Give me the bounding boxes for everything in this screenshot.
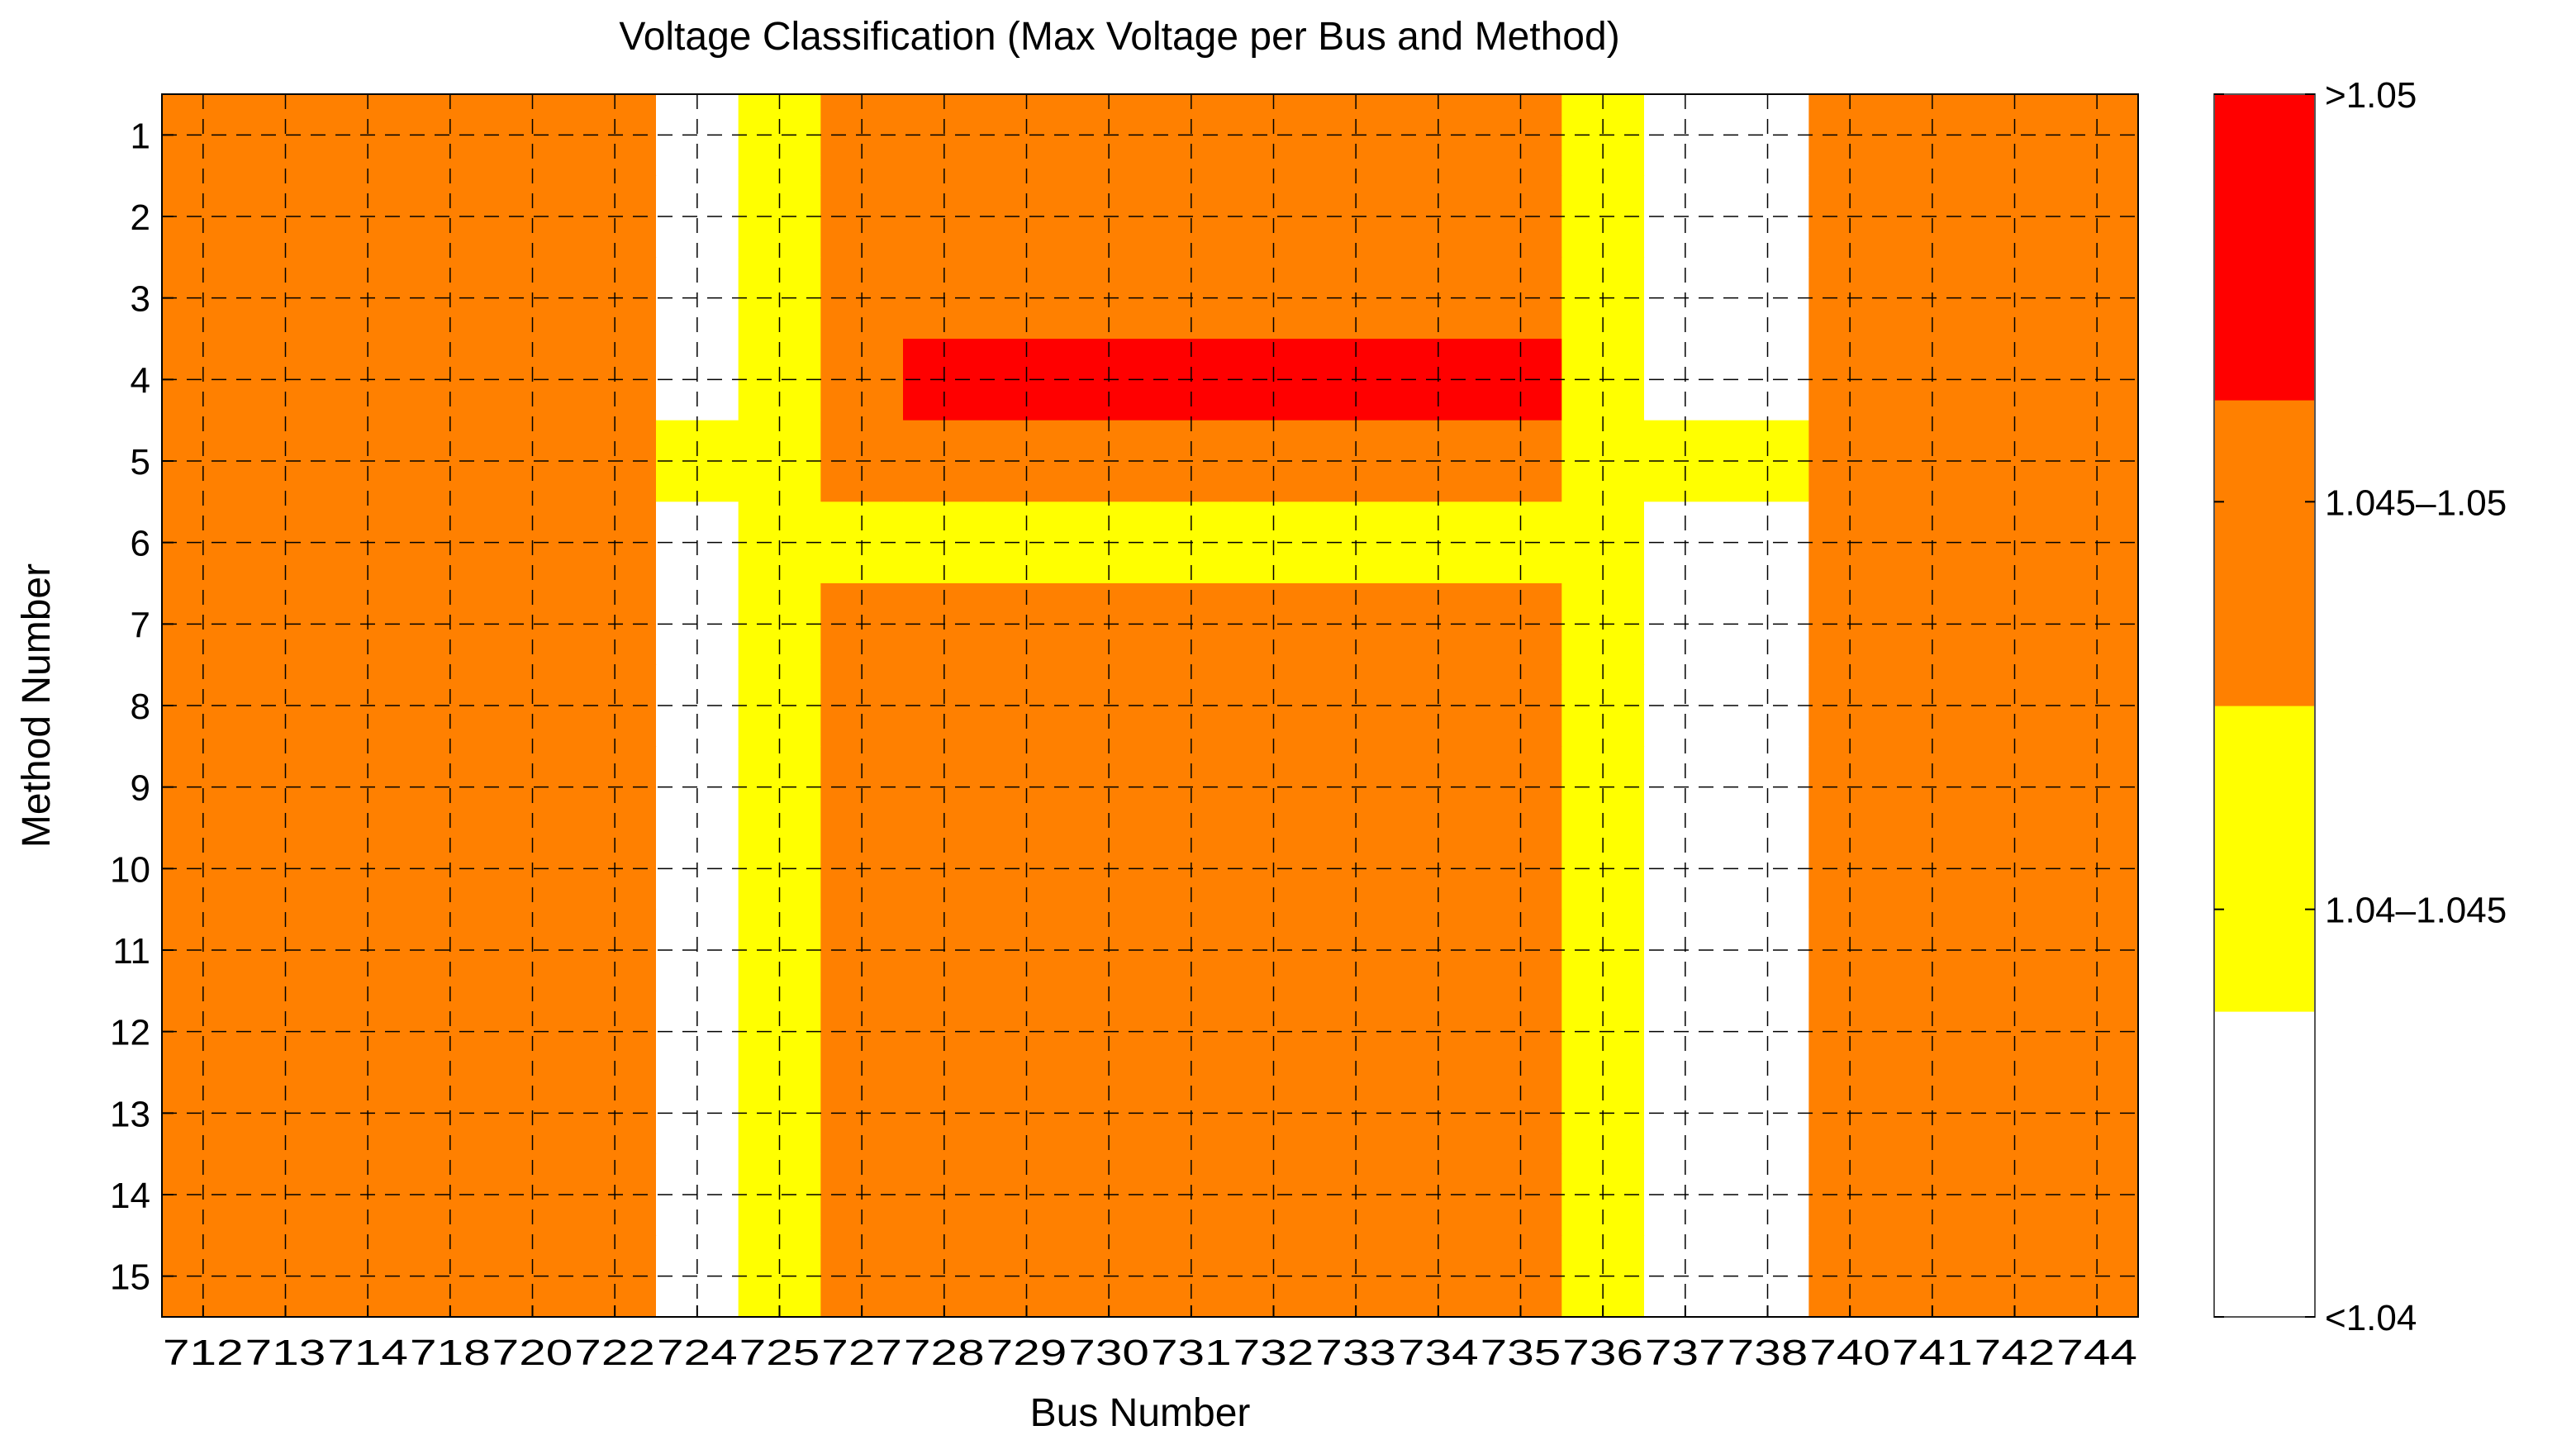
y-tick-label: 12 — [110, 1013, 150, 1053]
x-tick-label: 730 — [1068, 1333, 1149, 1373]
heatmap-cell-5-742 — [1973, 420, 2056, 502]
x-axis-label: Bus Number — [1030, 1391, 1251, 1435]
x-tick-label: 732 — [1233, 1333, 1314, 1373]
y-tick-label: 8 — [131, 687, 150, 727]
y-tick-label: 10 — [110, 849, 150, 890]
x-tick-label: 728 — [904, 1333, 985, 1373]
x-tick-label: 724 — [657, 1333, 738, 1373]
colorbar-tick-label: >1.05 — [2325, 75, 2417, 116]
heatmap-cell-5-738 — [1726, 420, 1809, 502]
x-tick-label: 718 — [410, 1333, 491, 1373]
x-tick-label: 722 — [574, 1333, 655, 1373]
x-tick-label: 720 — [492, 1333, 573, 1373]
colorbar-tick-label: 1.04–1.045 — [2325, 891, 2507, 931]
heatmap-cell-5-735 — [1479, 420, 1562, 502]
y-axis-label: Method Number — [15, 563, 59, 848]
colorbar-tick-label: 1.045–1.05 — [2325, 482, 2507, 523]
colorbar-segment-0 — [2214, 1011, 2315, 1318]
y-tick-label: 6 — [131, 524, 150, 564]
heatmap-cell-12-742 — [1973, 991, 2056, 1073]
x-tick-label: 731 — [1151, 1333, 1232, 1373]
x-tick-label: 727 — [821, 1333, 902, 1373]
y-tick-label: 1 — [131, 116, 150, 156]
y-tick-label: 5 — [131, 442, 150, 482]
y-tick-label: 14 — [110, 1176, 150, 1216]
x-tick-label: 742 — [1975, 1333, 2056, 1373]
x-tick-label: 736 — [1562, 1333, 1643, 1373]
y-tick-label: 4 — [131, 360, 150, 401]
colorbar-tick-labels: >1.05 1.045–1.05 1.04–1.045 <1.04 — [2214, 75, 2507, 1338]
heatmap-cells — [162, 94, 2139, 1318]
x-tick-label: 740 — [1809, 1333, 1890, 1373]
colorbar-segment-3 — [2214, 94, 2315, 401]
x-tick-label: 729 — [986, 1333, 1067, 1373]
y-tick-label: 3 — [131, 279, 150, 320]
colorbar-segment-1 — [2214, 706, 2315, 1012]
y-tick-label: 9 — [131, 768, 150, 809]
x-tick-label: 713 — [245, 1333, 326, 1373]
x-tick-label: 738 — [1728, 1333, 1808, 1373]
heatmap-cell-12-735 — [1479, 991, 1562, 1073]
x-tick-label: 725 — [739, 1333, 820, 1373]
y-tick-label: 11 — [112, 931, 150, 972]
y-tick-label: 7 — [131, 605, 150, 645]
chart-title: Voltage Classification (Max Voltage per … — [619, 15, 1619, 59]
x-tick-label: 737 — [1645, 1333, 1726, 1373]
x-tick-label: 712 — [163, 1333, 244, 1373]
heatmap-cell-12-732 — [1232, 991, 1315, 1073]
x-tick-label: 714 — [327, 1333, 408, 1373]
x-tick-label: 735 — [1480, 1333, 1561, 1373]
heatmap-cell-12-738 — [1726, 991, 1809, 1073]
x-tick-label: 741 — [1892, 1333, 1973, 1373]
colorbar-segment-2 — [2214, 400, 2315, 706]
y-tick-label: 15 — [110, 1257, 150, 1298]
gridlines — [162, 94, 2138, 1317]
x-tick-label: 744 — [2056, 1333, 2137, 1373]
x-tick-labels: 712 713 714 718 720 722 724 725 727 728 729 730 731 7… — [163, 1305, 2137, 1373]
x-tick-label: 734 — [1398, 1333, 1479, 1373]
y-tick-label: 2 — [131, 197, 150, 238]
heatmap-cell-5-732 — [1232, 420, 1315, 502]
colorbar — [2214, 94, 2315, 1318]
y-tick-label: 13 — [110, 1094, 150, 1134]
colorbar-frame — [2213, 93, 2316, 1318]
colorbar-tick-label: <1.04 — [2325, 1298, 2417, 1338]
x-tick-label: 733 — [1315, 1333, 1396, 1373]
